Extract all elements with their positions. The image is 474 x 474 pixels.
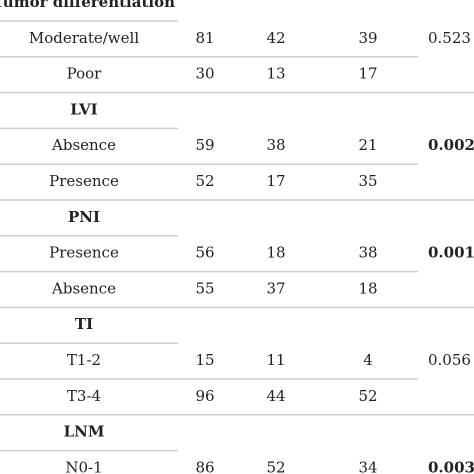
cell-value: 42 xyxy=(266,29,285,47)
row-label: Poor xyxy=(67,65,103,83)
cell-value: 52 xyxy=(195,172,214,190)
cell-value: 37 xyxy=(266,279,285,297)
cell-value: 38 xyxy=(266,136,285,154)
cell-value: 11 xyxy=(266,351,285,369)
section-title: LNM xyxy=(64,423,105,441)
cell-value: 55 xyxy=(195,279,214,297)
row-label: Presence xyxy=(49,172,119,190)
row-label: Absence xyxy=(51,279,116,297)
p-value: 0.523 xyxy=(428,29,471,47)
row-label: Presence xyxy=(49,244,119,262)
cell-value: 4 xyxy=(363,351,373,369)
cell-value: 15 xyxy=(195,351,214,369)
row-label: Absence xyxy=(51,136,116,154)
cell-value: 18 xyxy=(358,279,377,297)
p-value: 0.056 xyxy=(428,351,471,369)
row-label: T3-4 xyxy=(67,387,101,405)
cell-value: 39 xyxy=(358,29,377,47)
row-label: Moderate/well xyxy=(29,29,139,47)
cell-value: 17 xyxy=(266,172,285,190)
section-title: PNI xyxy=(68,208,100,226)
cell-value: 52 xyxy=(358,387,377,405)
cell-value: 18 xyxy=(266,244,285,262)
cell-value: 13 xyxy=(266,65,285,83)
section-title: TI xyxy=(75,315,93,333)
cell-value: 86 xyxy=(195,458,214,474)
cell-value: 44 xyxy=(266,387,285,405)
cell-value: 56 xyxy=(195,244,214,262)
cell-value: 35 xyxy=(358,172,377,190)
cell-value: 21 xyxy=(358,136,377,154)
cell-value: 17 xyxy=(358,65,377,83)
p-value: 0.002 xyxy=(428,136,474,154)
cell-value: 38 xyxy=(358,244,377,262)
cell-value: 52 xyxy=(266,458,285,474)
p-value: 0.003 xyxy=(428,458,474,474)
row-label: N0-1 xyxy=(65,458,102,474)
cell-value: 96 xyxy=(195,387,214,405)
cell-value: 34 xyxy=(358,458,377,474)
p-value: 0.001 xyxy=(428,244,474,262)
row-label: T1-2 xyxy=(67,351,101,369)
cell-value: 30 xyxy=(195,65,214,83)
cell-value: 59 xyxy=(195,136,214,154)
cell-value: 81 xyxy=(195,29,214,47)
section-title: LVI xyxy=(70,100,97,118)
section-title: Tumor differentiation xyxy=(0,0,175,11)
